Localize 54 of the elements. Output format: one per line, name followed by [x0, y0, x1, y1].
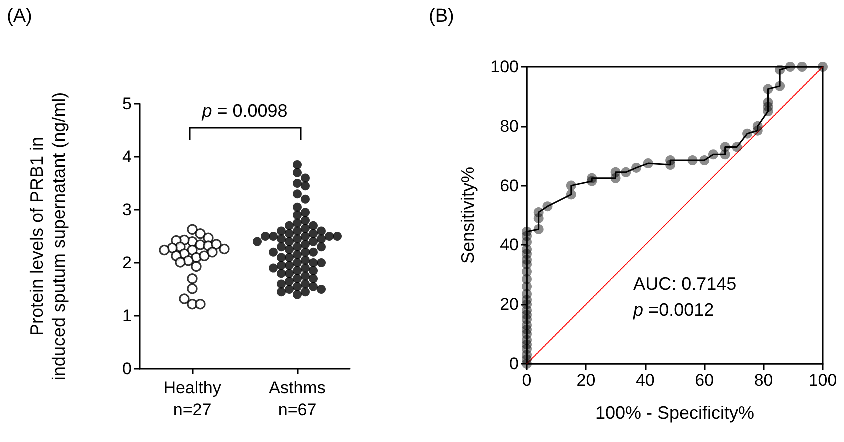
point — [763, 84, 774, 94]
y-tick-label: 5 — [122, 94, 132, 114]
chart-title: (A) — [7, 6, 32, 27]
point — [542, 202, 553, 212]
point — [666, 156, 676, 166]
annotation: AUC: 0.7145 — [634, 274, 737, 294]
chart-title: (B) — [429, 6, 454, 27]
point — [621, 167, 632, 178]
x-tick-label: Asthms n=67 — [269, 378, 326, 420]
x-tick-label: Healthy n=27 — [164, 378, 222, 420]
y-tick-label: 2 — [122, 254, 132, 272]
point — [688, 156, 698, 166]
y-axis-title: Sensitivity% — [458, 166, 478, 264]
x-tick-label: 40 — [636, 371, 655, 390]
y-tick-label: 80 — [500, 116, 519, 136]
x-tick-label: 20 — [576, 371, 596, 390]
x-tick-label: 80 — [754, 371, 774, 390]
point — [742, 128, 753, 139]
point — [587, 173, 598, 184]
x-tick-label: 100 — [808, 371, 838, 390]
y-tick-label: 20 — [500, 295, 519, 314]
point — [643, 158, 654, 169]
point — [775, 81, 786, 92]
point — [534, 224, 544, 234]
y-tick-label: 3 — [122, 200, 132, 220]
point — [534, 208, 544, 218]
point — [700, 156, 710, 166]
y-tick-label: 4 — [122, 148, 132, 166]
x-tick-label: 60 — [695, 371, 714, 390]
annotation: p = 0.0098 — [201, 101, 288, 121]
y-tick-label: 60 — [500, 176, 519, 196]
y-tick-label: 100 — [490, 58, 519, 76]
point — [818, 62, 828, 72]
x-axis-title: 100% - Specificity% — [595, 403, 755, 423]
y-tick-label: 1 — [122, 306, 132, 326]
point — [752, 121, 763, 132]
point — [522, 226, 532, 237]
annotation: p =0.0012 — [632, 300, 714, 320]
point — [763, 98, 774, 108]
y-tick-label: 40 — [500, 236, 519, 255]
point — [708, 150, 718, 160]
point — [566, 190, 576, 200]
point — [610, 167, 621, 178]
point — [566, 180, 576, 191]
x-tick-label: 0 — [522, 371, 532, 390]
point — [632, 162, 642, 173]
point — [775, 64, 786, 75]
y-tick-label: 0 — [510, 354, 519, 374]
point — [797, 62, 808, 72]
point — [732, 142, 742, 152]
y-tick-label: 0 — [122, 360, 132, 378]
point — [720, 142, 730, 152]
point — [785, 62, 796, 72]
y-axis-title: Protein levels of PRB1 in induced sputum supernatant (ng/ml) — [27, 92, 69, 381]
